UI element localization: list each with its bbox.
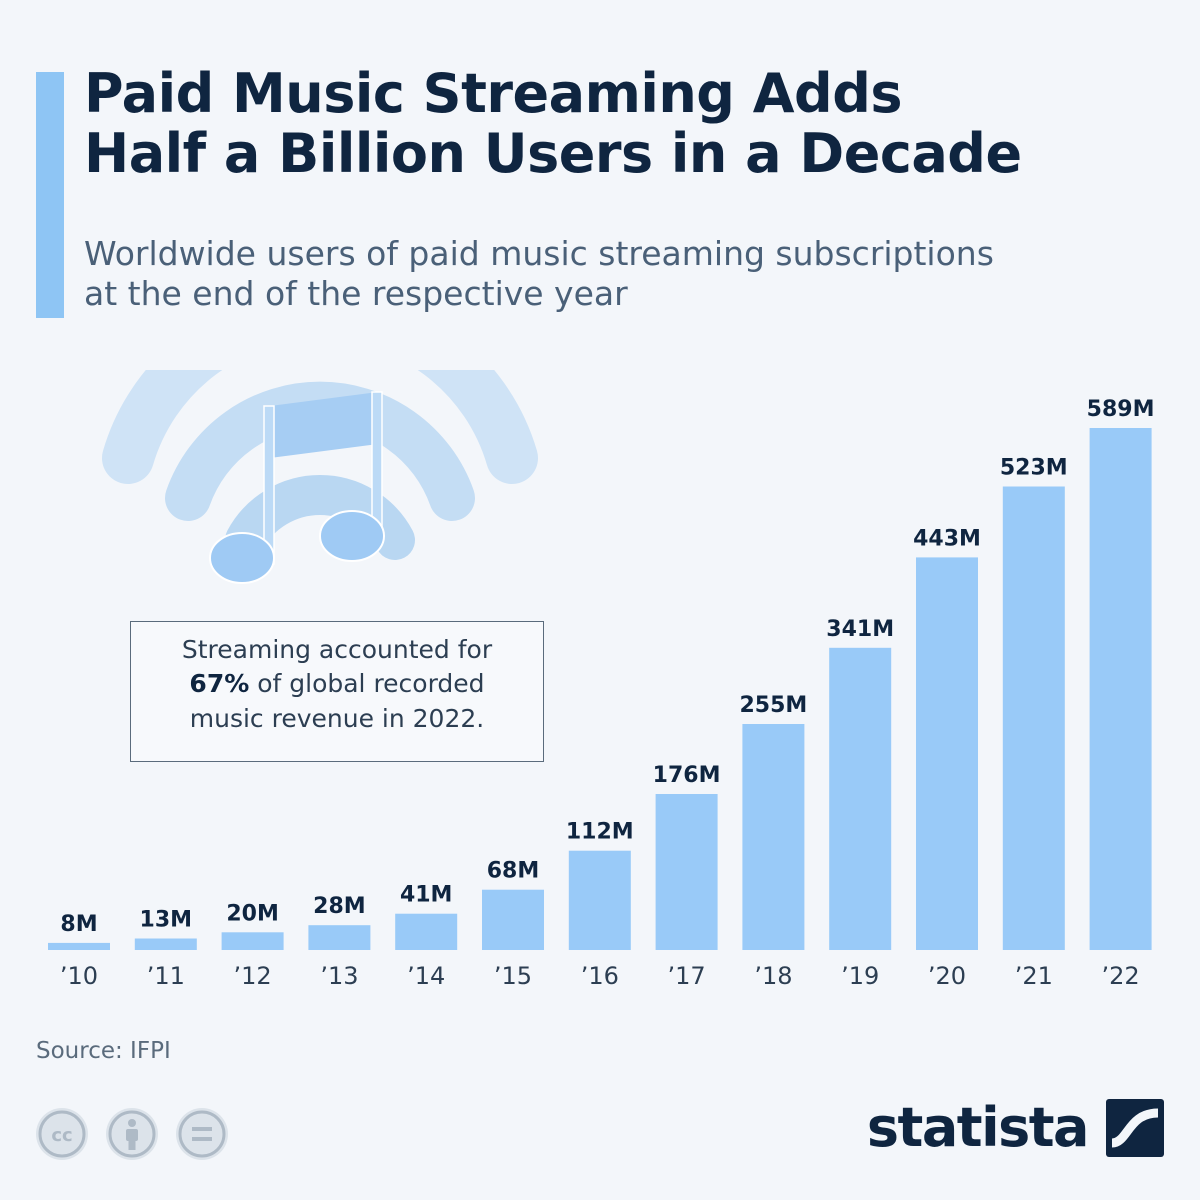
license-icons: cc xyxy=(36,1108,228,1160)
data-label-12: 589M xyxy=(1087,397,1155,422)
data-label-6: 112M xyxy=(566,820,634,845)
data-label-8: 255M xyxy=(739,693,807,718)
x-tick-label-9: ’19 xyxy=(841,962,879,990)
data-label-1: 13M xyxy=(140,908,193,933)
x-tick-label-6: ’16 xyxy=(581,962,619,990)
x-tick-label-1: ’11 xyxy=(147,962,185,990)
bar-7 xyxy=(655,794,718,950)
bar-3 xyxy=(308,925,371,950)
subtitle-line-1: Worldwide users of paid music streaming … xyxy=(84,234,994,273)
bar-1 xyxy=(134,938,197,950)
source-note: Source: IFPI xyxy=(36,1038,171,1064)
bar-10 xyxy=(916,557,978,950)
callout-line-2: 67% of global recorded xyxy=(131,667,543,701)
x-tick-label-7: ’17 xyxy=(668,962,706,990)
x-tick-label-8: ’18 xyxy=(754,962,792,990)
bar-4 xyxy=(395,913,458,950)
x-tick-label-0: ’10 xyxy=(60,962,98,990)
data-label-2: 20M xyxy=(226,901,279,926)
x-tick-label-12: ’22 xyxy=(1102,962,1140,990)
page-subtitle: Worldwide users of paid music streaming … xyxy=(84,234,1164,313)
bars-layer: 8M ’10 13M ’11 20M ’12 28M ’13 41M ’14 68M ’15 112M ’… xyxy=(48,397,1155,990)
page-title: Paid Music Streaming Adds Half a Billion… xyxy=(84,62,1184,186)
data-label-4: 41M xyxy=(400,883,453,908)
x-tick-label-5: ’15 xyxy=(494,962,532,990)
data-label-5: 68M xyxy=(487,859,540,884)
callout-box: Streaming accounted for 67% of global re… xyxy=(130,621,544,762)
bar-0 xyxy=(48,942,110,950)
data-label-10: 443M xyxy=(913,526,981,551)
bar-12 xyxy=(1089,428,1152,950)
x-tick-label-3: ’13 xyxy=(320,962,358,990)
attribution-icon[interactable] xyxy=(106,1108,158,1160)
statista-brand[interactable]: statista xyxy=(867,1096,1164,1159)
x-tick-label-11: ’21 xyxy=(1015,962,1053,990)
x-tick-label-10: ’20 xyxy=(928,962,966,990)
callout-line-3: music revenue in 2022. xyxy=(189,703,485,733)
data-label-3: 28M xyxy=(313,894,366,919)
x-tick-label-4: ’14 xyxy=(407,962,445,990)
data-label-11: 523M xyxy=(1000,456,1068,481)
title-line-2: Half a Billion Users in a Decade xyxy=(84,122,1022,186)
callout-emphasis: 67% xyxy=(189,669,250,699)
bar-8 xyxy=(742,724,805,950)
data-label-9: 341M xyxy=(826,617,894,642)
bar-6 xyxy=(568,850,631,950)
data-label-0: 8M xyxy=(60,912,97,937)
callout-line-2-rest: of global recorded xyxy=(249,669,485,699)
bar-9 xyxy=(829,647,892,950)
title-line-1: Paid Music Streaming Adds xyxy=(84,62,903,125)
statista-logo-icon xyxy=(1106,1098,1164,1157)
callout-line-1: Streaming accounted for xyxy=(181,635,493,664)
no-derivatives-icon[interactable] xyxy=(176,1108,228,1160)
subtitle-line-2: at the end of the respective year xyxy=(84,273,628,313)
accent-bar xyxy=(36,72,64,318)
bar-11 xyxy=(1002,486,1065,950)
data-label-7: 176M xyxy=(653,763,721,788)
svg-text:cc: cc xyxy=(51,1125,72,1146)
x-tick-label-2: ’12 xyxy=(234,962,272,990)
bar-5 xyxy=(482,889,544,950)
cc-icon[interactable]: cc xyxy=(36,1108,88,1160)
brand-name: statista xyxy=(866,1096,1090,1159)
bar-2 xyxy=(221,932,284,950)
